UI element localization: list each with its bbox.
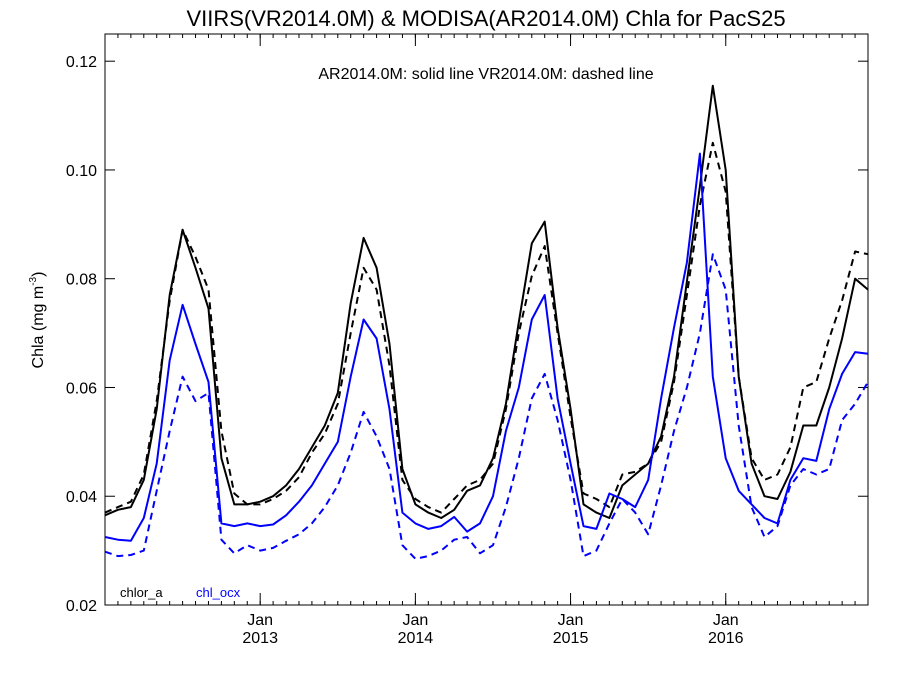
x-tick-label-month: Jan [713, 612, 739, 629]
chart-title: VIIRS(VR2014.0M) & MODISA(AR2014.0M) Chl… [186, 6, 785, 31]
plot-frame [104, 33, 869, 606]
x-tick-label-month: Jan [402, 612, 428, 629]
y-axis-label-main: Chla (mg m [30, 286, 47, 369]
legend-entry-chlor-a: chlor_a [120, 585, 163, 600]
y-axis-label-superscript: -3 [28, 276, 39, 285]
x-tick-label-year: 2014 [398, 630, 434, 647]
y-tick-label: 0.12 [66, 54, 97, 71]
series-line-chlor-a-modisa-solid [104, 84, 869, 519]
axis-ticks: 0.020.040.060.080.100.12Jan2013Jan2014Ja… [66, 34, 868, 647]
y-axis-label-close: ) [30, 272, 47, 277]
y-tick-label: 0.08 [66, 272, 97, 289]
y-axis-label: Chla (mg m-3) [28, 272, 47, 369]
y-tick-label: 0.02 [66, 598, 97, 615]
x-tick-label-year: 2015 [553, 630, 589, 647]
line-style-annotation: AR2014.0M: solid line VR2014.0M: dashed … [318, 66, 653, 83]
y-tick-label: 0.04 [66, 489, 97, 506]
series-line-chl-ocx-viirs-dashed [104, 253, 869, 560]
y-tick-label: 0.06 [66, 380, 97, 397]
x-tick-label-month: Jan [558, 612, 584, 629]
series-line-chl-ocx-modisa-solid [104, 152, 869, 542]
series-lines [104, 84, 869, 560]
legend-entry-chl-ocx: chl_ocx [196, 585, 241, 600]
x-tick-label-year: 2013 [242, 630, 278, 647]
series-line-chlor-a-viirs-dashed [104, 141, 869, 514]
x-tick-label-month: Jan [247, 612, 273, 629]
x-tick-label-year: 2016 [708, 630, 744, 647]
y-tick-label: 0.10 [66, 163, 97, 180]
